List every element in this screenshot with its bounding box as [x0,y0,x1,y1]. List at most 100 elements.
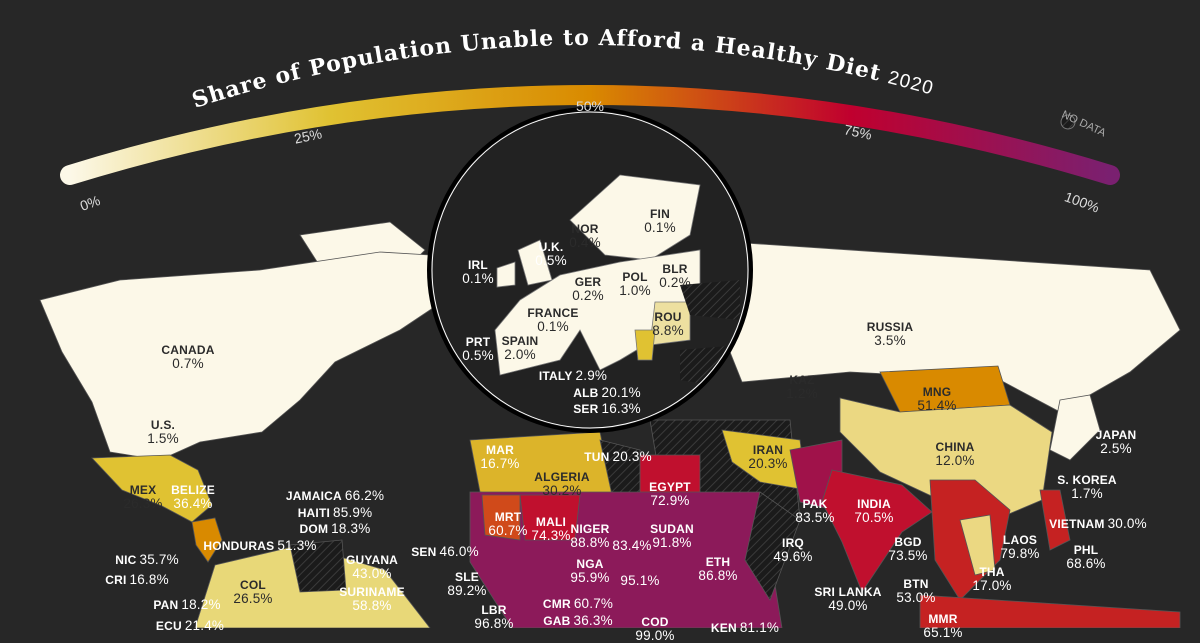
country-value: 72.9% [650,493,690,508]
country-label: U.S. 1.5% [147,418,179,446]
country-name: MNG [922,385,952,399]
country-label: HONDURAS 51.3% [203,538,317,554]
country-name: KAZ [789,373,815,387]
country-name: PRT [465,335,491,349]
country-label: NIGER 88.8% [570,522,609,550]
balkans [634,329,656,361]
country-name: SER [573,402,599,416]
country-value: 18.3% [331,521,371,536]
country-value: 12.0% [935,453,975,468]
country-label: FRANCE 0.1% [527,306,578,334]
country-name: LAOS [1002,533,1038,547]
country-name: S. KOREA [1057,473,1117,487]
country-name: KEN [710,621,737,635]
country-value: 2.5% [1100,441,1132,456]
country-value: 95.9% [570,570,610,585]
country-label: VIETNAM 30.0% [1049,516,1147,532]
country-label: ECU 21.4% [156,619,224,634]
country-label: RUSSIA 3.5% [867,320,914,348]
country-value: 83.5% [795,510,835,525]
country-name: HONDURAS [203,539,275,553]
country-value: 18.2% [181,597,221,612]
country-value: 60.7% [573,596,614,611]
country-name: COD [641,615,669,629]
country-name: BELIZE [171,483,215,497]
country-label: SER 16.3% [573,402,641,417]
country-value: 26.5% [233,591,273,606]
country-name: SEN [411,545,437,559]
country-name: INDIA [857,497,891,511]
country-label: CHINA 12.0% [935,440,974,468]
country-value: 0.5% [462,348,494,363]
country-value: 91.8% [652,535,692,550]
country-name: MAR [486,443,514,457]
country-name: SLE [455,570,479,584]
legend-gradient-arc [60,85,1120,185]
country-name: U.K. [538,240,564,254]
country-value: 88.8% [570,535,610,550]
country-label: IRL 0.1% [462,258,494,286]
country-name: COL [240,578,266,592]
country-label: FIN 0.1% [644,207,676,235]
country-label: CANADA 0.7% [161,343,214,371]
country-label: GER 0.2% [572,275,604,303]
country-label: S. KOREA 1.7% [1057,473,1117,501]
country-label: CRI 16.8% [105,573,169,588]
country-label: MALI 74.3% [531,515,570,543]
country-value: 0.4% [569,235,601,250]
country-value: 83.4% [612,538,652,553]
country-label: MNG 51.4% [917,385,956,413]
country-label: SEN 46.0% [411,544,479,560]
country-value: 1.2% [786,386,818,401]
country-label: MMR 65.1% [923,612,962,640]
country-name: MRT [494,510,522,524]
country-name: CHINA [935,440,975,454]
country-value: 20.1% [601,385,641,400]
country-label: SUDAN 91.8% [650,522,694,550]
country-value: 16.7% [480,456,520,471]
country-name: NIC [115,553,137,567]
country-name: ROU [654,310,682,324]
country-value: 30.2% [542,483,582,498]
country-label: COD 99.0% [635,615,674,643]
country-name: BLR [662,262,688,276]
country-value: 1.7% [1071,486,1103,501]
horn-of-africa [744,491,801,601]
country-label: TUN 20.3% [584,450,652,465]
scandinavia [569,174,701,261]
country-label: KEN 81.1% [710,621,779,636]
country-name: NGA [576,557,604,571]
country-value: 1.5% [147,431,179,446]
country-label: ROU 8.8% [652,310,684,338]
country-label: ITALY 2.9% [538,369,607,384]
country-name: VIETNAM [1049,517,1105,531]
country-name: SURINAME [339,585,405,599]
mauritania [481,494,521,541]
country-label: ALB 20.1% [573,385,641,401]
country-name: CRI [105,573,127,587]
country-value: 73.5% [888,548,928,563]
mali [519,494,581,541]
country-name: ALGERIA [534,470,590,484]
country-value: 30.0% [1107,516,1147,531]
country-value: 51.3% [277,538,317,553]
country-name: CMR [542,597,571,611]
country-value: 36.3% [573,613,613,628]
country-label: HAITI 85.9% [298,505,373,521]
country-name: MMR [928,612,958,626]
country-label: MEX 26.3% [123,483,162,511]
country-name: NOR [571,222,599,236]
country-label: ETH 86.8% [698,555,737,583]
country-label: THA 17.0% [972,565,1011,593]
country-name: SUDAN [650,522,694,536]
country-label: SRI LANKA 49.0% [814,585,881,613]
north-america [39,251,446,461]
country-name: MEX [129,483,157,497]
country-value: 46.0% [439,544,479,559]
country-name: ITALY [538,369,573,383]
country-value: 85.9% [333,505,373,520]
country-label: KAZ 1.2% [786,373,818,401]
country-name: EGYPT [649,480,691,494]
country-label: JAPAN 2.5% [1096,428,1137,456]
country-value: 96.8% [474,616,514,631]
